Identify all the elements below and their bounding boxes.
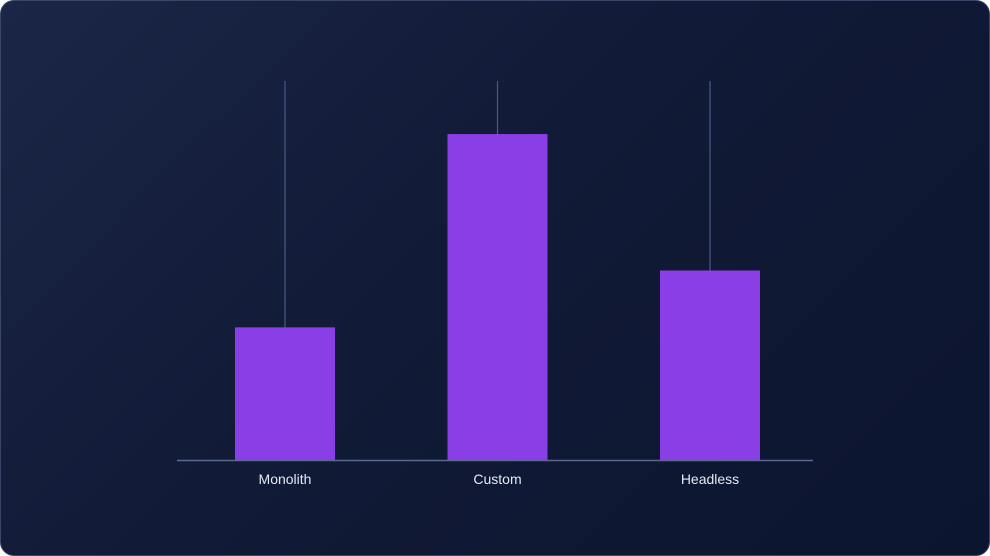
x-tick-label-custom: Custom [473, 471, 521, 487]
bar-monolith [235, 327, 335, 460]
bar-headless [660, 270, 760, 460]
bar-custom [447, 134, 548, 460]
x-tick-label-monolith: Monolith [259, 471, 312, 487]
bars [235, 134, 760, 460]
x-tick-label-headless: Headless [681, 471, 739, 487]
x-tick-labels: Monolith Custom Headless [259, 471, 740, 487]
